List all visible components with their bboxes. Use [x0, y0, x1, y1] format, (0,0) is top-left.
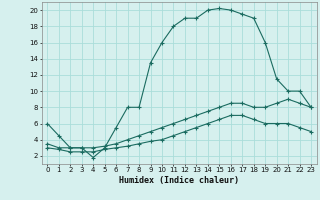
X-axis label: Humidex (Indice chaleur): Humidex (Indice chaleur): [119, 176, 239, 185]
